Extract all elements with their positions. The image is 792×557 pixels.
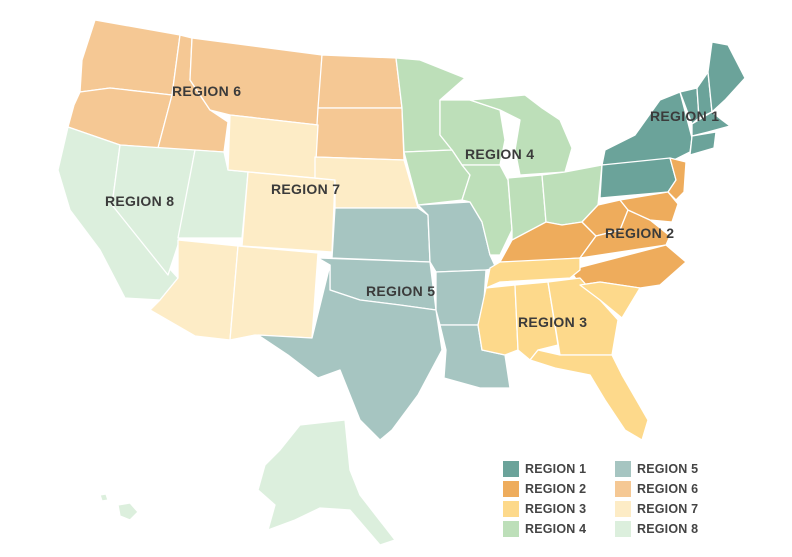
region-8-label: REGION 8 bbox=[105, 193, 175, 209]
region-5-label: REGION 5 bbox=[366, 283, 436, 299]
state-maine bbox=[707, 41, 746, 113]
state-new-york bbox=[601, 91, 693, 166]
region-1-label: REGION 1 bbox=[650, 108, 720, 124]
legend-label: REGION 1 bbox=[525, 462, 587, 476]
legend-swatch bbox=[503, 501, 519, 517]
map-legend: REGION 1 REGION 2 REGION 3 REGION 4 REGI… bbox=[503, 461, 743, 541]
state-south-carolina bbox=[579, 281, 641, 319]
region-3-states bbox=[477, 257, 649, 441]
region-2-label: REGION 2 bbox=[605, 225, 675, 241]
legend-swatch bbox=[503, 521, 519, 537]
state-alaska bbox=[257, 419, 396, 546]
legend-item: REGION 5 bbox=[615, 461, 698, 477]
state-mississippi bbox=[477, 284, 519, 356]
state-nevada bbox=[111, 144, 196, 276]
state-north-dakota bbox=[317, 54, 403, 109]
legend-item: REGION 3 bbox=[503, 501, 586, 517]
state-washington bbox=[79, 19, 181, 96]
legend-swatch bbox=[615, 481, 631, 497]
legend-label: REGION 6 bbox=[637, 482, 699, 496]
alaska-hawaii bbox=[99, 419, 396, 546]
legend-item: REGION 7 bbox=[615, 501, 698, 517]
region-2-states bbox=[499, 157, 687, 289]
region-4-label: REGION 4 bbox=[465, 146, 535, 162]
state-hawaii bbox=[99, 493, 139, 521]
region-1-states bbox=[599, 41, 746, 199]
state-new-jersey bbox=[667, 157, 687, 201]
legend-swatch bbox=[503, 461, 519, 477]
legend-item: REGION 4 bbox=[503, 521, 586, 537]
state-illinois bbox=[461, 164, 513, 256]
region-7-states bbox=[149, 114, 419, 341]
legend-swatch bbox=[615, 461, 631, 477]
region-5-states bbox=[257, 201, 511, 441]
state-florida bbox=[529, 349, 649, 441]
legend-label: REGION 4 bbox=[525, 522, 587, 536]
region-8-states bbox=[57, 126, 249, 301]
region-6-label: REGION 6 bbox=[172, 83, 242, 99]
legend-label: REGION 7 bbox=[637, 502, 699, 516]
legend-label: REGION 3 bbox=[525, 502, 587, 516]
legend-label: REGION 8 bbox=[637, 522, 699, 536]
state-tennessee bbox=[485, 257, 581, 289]
state-arkansas bbox=[435, 269, 487, 326]
legend-swatch bbox=[503, 481, 519, 497]
legend-label: REGION 5 bbox=[637, 462, 699, 476]
state-connecticut-ri bbox=[689, 131, 717, 156]
state-wyoming bbox=[227, 114, 319, 179]
state-kansas bbox=[331, 207, 431, 263]
region-6-states bbox=[67, 19, 405, 161]
region-3-label: REGION 3 bbox=[518, 314, 588, 330]
state-new-mexico bbox=[229, 245, 319, 341]
legend-label: REGION 2 bbox=[525, 482, 587, 496]
legend-item: REGION 1 bbox=[503, 461, 586, 477]
state-texas bbox=[257, 264, 443, 441]
legend-swatch bbox=[615, 501, 631, 517]
state-south-dakota bbox=[314, 107, 405, 161]
region-4-states bbox=[395, 57, 603, 256]
state-maryland-delaware bbox=[619, 191, 679, 223]
legend-item: REGION 8 bbox=[615, 521, 698, 537]
legend-swatch bbox=[615, 521, 631, 537]
region-7-label: REGION 7 bbox=[271, 181, 341, 197]
legend-item: REGION 2 bbox=[503, 481, 586, 497]
legend-item: REGION 6 bbox=[615, 481, 698, 497]
